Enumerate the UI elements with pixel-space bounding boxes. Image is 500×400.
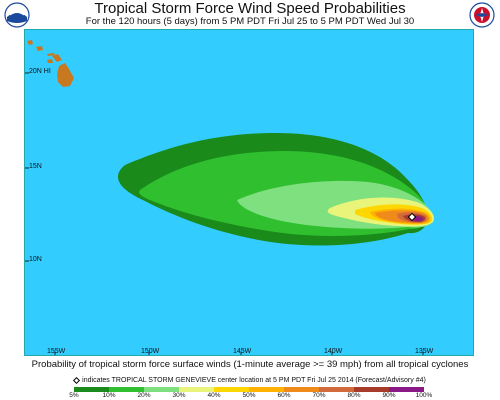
map-title: Tropical Storm Force Wind Speed Probabil… (94, 0, 406, 17)
colorbar-label: 90% (382, 392, 396, 399)
colorbar-segment (214, 387, 249, 392)
probability-caption: Probability of tropical storm force surf… (31, 359, 469, 370)
hawaiian-islands (27, 40, 74, 87)
colorbar-segment (144, 387, 179, 392)
colorbar-segment (249, 387, 284, 392)
lon-label-140w: 140W (324, 348, 343, 355)
colorbar-segment (319, 387, 354, 392)
storm-center-note-text: indicates TROPICAL STORM GENEVIEVE cente… (82, 377, 426, 384)
diamond-icon (73, 376, 81, 384)
nws-logo (469, 2, 495, 28)
colorbar-label: 5% (69, 392, 79, 399)
probability-map: 20N HI 15N 10N 5N 155W 150W 145W 140W 13… (24, 29, 474, 356)
colorbar-label: 60% (277, 392, 291, 399)
storm-center-marker (407, 212, 417, 222)
colorbar-segment (179, 387, 214, 392)
lon-label-150w: 150W (141, 348, 160, 355)
lat-label-15n: 15N (29, 163, 42, 170)
map-subtitle: For the 120 hours (5 days) from 5 PM PDT… (85, 16, 415, 27)
probability-colorbar: 5% 10% 20% 30% 40% 50% 60% 70% 80% 90% 100% (69, 387, 432, 400)
colorbar-label: 80% (347, 392, 361, 399)
colorbar-segment (389, 387, 424, 392)
map-canvas (25, 40, 435, 355)
lat-label-10n: 10N (29, 256, 42, 263)
storm-center-note: indicates TROPICAL STORM GENEVIEVE cente… (0, 376, 500, 385)
lat-label-20n: 20N (29, 68, 42, 75)
colorbar-segment (74, 387, 109, 392)
colorbar-label: 20% (137, 392, 151, 399)
colorbar-label: 100% (415, 392, 433, 399)
lon-label-155w: 155W (47, 348, 66, 355)
colorbar-label: 10% (102, 392, 116, 399)
colorbar-segment (284, 387, 319, 392)
colorbar-segment (109, 387, 144, 392)
lon-label-145w: 145W (233, 348, 252, 355)
lon-label-135w: 135W (415, 348, 434, 355)
colorbar-label: 30% (172, 392, 186, 399)
colorbar-segment (354, 387, 389, 392)
colorbar-label: 50% (242, 392, 256, 399)
islands-label: HI (43, 68, 51, 75)
colorbar-label: 70% (312, 392, 326, 399)
colorbar-label: 40% (207, 392, 221, 399)
noaa-logo (4, 2, 30, 28)
